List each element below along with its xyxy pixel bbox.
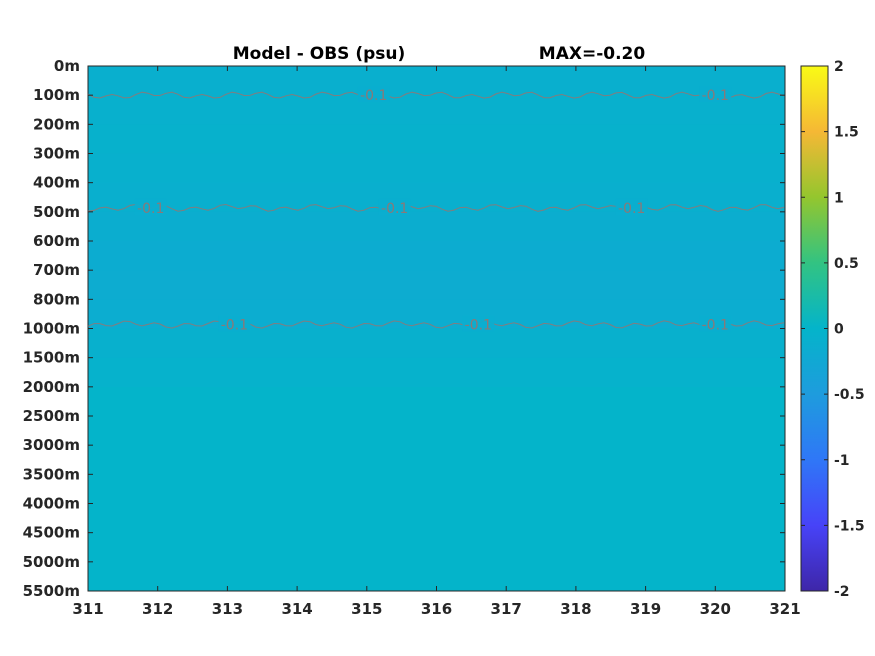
y-tick-label: 3500m xyxy=(23,465,80,483)
y-tick-label: 100m xyxy=(33,86,80,104)
chart-max-label: MAX=-0.20 xyxy=(539,44,646,64)
contour-label: -0.1 xyxy=(221,318,248,334)
y-tick-label: 4500m xyxy=(23,524,80,542)
y-tick-label: 0m xyxy=(54,57,80,75)
contour-label: -0.1 xyxy=(360,88,387,104)
y-tick-label: 4000m xyxy=(23,495,80,513)
contour-label: -0.1 xyxy=(702,318,729,334)
colorbar-tick-label: 0.5 xyxy=(834,256,859,272)
contour-label-bg xyxy=(699,86,732,103)
y-tick-label: 2000m xyxy=(23,378,80,396)
plot-area xyxy=(87,65,786,592)
colorbar-tick-label: -0.5 xyxy=(834,387,865,403)
contour-line xyxy=(87,203,785,212)
heatmap-band xyxy=(88,95,785,125)
heatmap-band xyxy=(88,182,785,213)
heatmap-band xyxy=(88,357,785,388)
contour-label: -0.1 xyxy=(702,88,729,104)
colorbar-tick-label: 2 xyxy=(834,59,844,75)
contour-line xyxy=(87,320,785,329)
contour-label-bg xyxy=(218,315,251,332)
heatmap-band xyxy=(88,211,785,242)
x-tick-label: 313 xyxy=(212,600,243,618)
x-tick-label: 311 xyxy=(72,600,103,618)
x-axis: 311 312 313 314 315 316 317 318 319 320 321 xyxy=(72,66,801,618)
heatmap-band xyxy=(88,241,785,271)
colorbar-tick-label: 0 xyxy=(834,322,844,338)
colorbar-tick-label: -1.5 xyxy=(834,518,865,534)
y-tick-label: 1500m xyxy=(23,349,80,367)
colorbar-tick-label: 1.5 xyxy=(834,125,859,141)
y-tick-label: 2500m xyxy=(23,407,80,425)
y-tick-label: 5000m xyxy=(23,553,80,571)
x-tick-label: 318 xyxy=(560,600,591,618)
contour-label: -0.1 xyxy=(137,201,164,217)
chart-title: Model - OBS (psu) xyxy=(233,44,406,64)
y-tick-label: 1000m xyxy=(23,320,80,338)
x-tick-label: 317 xyxy=(491,600,522,618)
x-tick-label: 321 xyxy=(769,600,800,618)
heatmap-band xyxy=(88,153,785,184)
x-tick-label: 315 xyxy=(351,600,382,618)
contour-label: -0.1 xyxy=(381,201,408,217)
contour-label-bg xyxy=(357,86,390,103)
y-tick-label: 3000m xyxy=(23,436,80,454)
contour-label-bg xyxy=(378,198,411,215)
heatmap-band xyxy=(88,328,785,359)
contour-label-bg xyxy=(615,198,648,215)
x-tick-label: 312 xyxy=(142,600,173,618)
y-tick-label: 5500m xyxy=(23,582,80,600)
y-tick-label: 500m xyxy=(33,203,80,221)
heatmap-band xyxy=(88,386,785,592)
contour-label-bg xyxy=(699,315,732,332)
x-tick-label: 320 xyxy=(700,600,731,618)
colorbar xyxy=(801,66,828,591)
y-axis: 0m 100m 200m 300m 400m 500m 600m 700m 800m 1000m 1… xyxy=(23,57,785,600)
contour-lines: -0.1 -0.1 -0.1 -0.1 -0.1 -0.1 -0.1 -0.1 xyxy=(87,86,785,334)
contour-line xyxy=(87,91,785,99)
y-tick-label: 800m xyxy=(33,290,80,308)
x-tick-label: 319 xyxy=(630,600,661,618)
y-tick-label: 400m xyxy=(33,174,80,192)
heatmap-band xyxy=(88,299,785,329)
y-tick-label: 600m xyxy=(33,232,80,250)
contour-label: -0.1 xyxy=(465,318,492,334)
colorbar-tick-label: -1 xyxy=(834,453,850,469)
x-tick-label: 316 xyxy=(421,600,452,618)
heatmap-band xyxy=(88,270,785,300)
y-tick-label: 200m xyxy=(33,115,80,133)
colorbar-tick-label: -2 xyxy=(834,584,850,600)
y-tick-label: 700m xyxy=(33,261,80,279)
contour-label: -0.1 xyxy=(618,201,645,217)
colorbar-ticks: 2 1.5 1 0.5 0 -0.5 -1 -1.5 -2 xyxy=(801,59,865,600)
contour-label-bg xyxy=(134,198,167,215)
contour-label-bg xyxy=(462,315,495,332)
colorbar-tick-label: 1 xyxy=(834,190,844,206)
heatmap-band xyxy=(88,124,785,154)
y-tick-label: 300m xyxy=(33,145,80,163)
x-tick-label: 314 xyxy=(281,600,312,618)
